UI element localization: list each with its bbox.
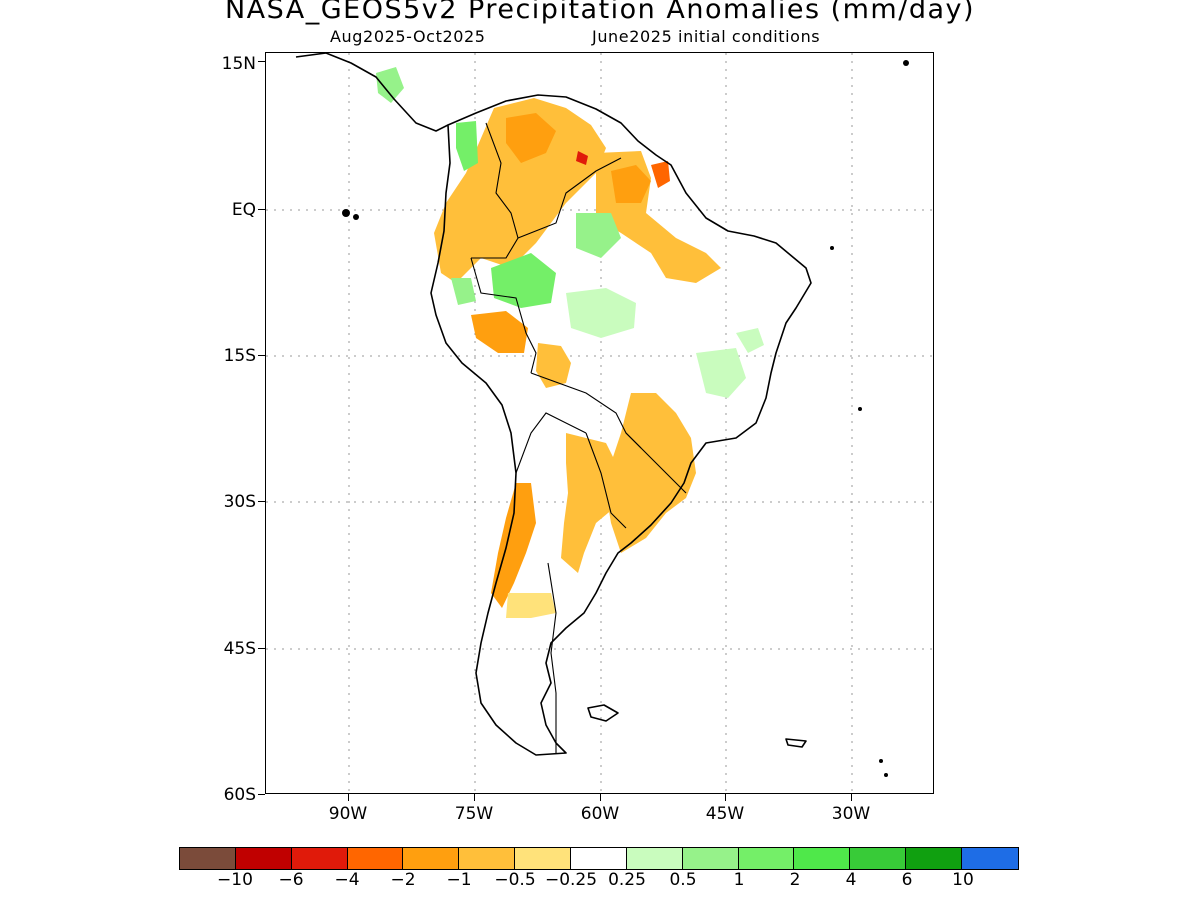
colorbar [179,847,1019,870]
lon-tick [474,794,475,801]
colorbar-swatch [571,848,627,869]
dry-anomaly-patagonia [506,593,556,618]
colorbar-label: −0.25 [544,870,598,890]
wet-anomaly-ecuador-peru [451,278,476,305]
dry-anomaly-guianas-core [611,165,651,203]
colorbar-swatch [180,848,236,869]
dry-anomaly-chile-coast [491,483,536,608]
lat-tick [258,794,265,795]
colorbar-label: 10 [952,870,974,890]
dry-anomaly-paraguay-brazil [606,393,696,553]
colorbar-label: −6 [278,870,304,890]
colorbar-label: 0.25 [608,870,646,890]
lon-tick [600,794,601,801]
south-america-coast [430,94,812,756]
lat-tick [258,501,265,502]
lat-label-eq: EQ [231,200,256,220]
initial-conditions: June2025 initial conditions [592,27,821,46]
central-america-coast [295,53,449,132]
dry-anomaly-colombia-venezuela [506,113,556,163]
colorbar-label: 2 [789,870,801,890]
colorbar-swatch [515,848,572,869]
lon-tick [725,794,726,801]
wet-anomaly-areas [376,67,764,398]
south-georgia [785,738,807,748]
lat-tick [258,648,265,649]
colorbar-label: −10 [217,870,253,890]
wet-anomaly-southern-amazon [566,288,636,338]
wet-anomaly-northeast-brazil [736,328,764,353]
wet-anomaly-east-brazil [696,348,746,398]
colorbar-label: −2 [390,870,416,890]
dry-anomaly-peru-bolivia [471,311,528,353]
map-panel [265,52,934,794]
lat-label-45s: 45S [223,639,256,659]
dry-anomaly-french-guiana [651,161,670,188]
lat-label-30s: 30S [223,492,256,512]
lon-label-90w: 90W [328,804,368,824]
precipitation-map [266,53,933,793]
colorbar-swatch [626,848,683,869]
colorbar-swatch [738,848,795,869]
colorbar-label: −0.5 [494,870,536,890]
colorbar-swatch [850,848,907,869]
colorbar-swatch [459,848,516,869]
lon-label-30w: 30W [831,804,871,824]
colorbar-swatch [347,848,404,869]
colorbar-swatch [682,848,739,869]
colorbar-swatch [403,848,460,869]
lon-tick [851,794,852,801]
dry-anomaly-argentina [561,433,621,573]
colorbar-label: −4 [334,870,360,890]
colorbar-swatch [291,848,348,869]
wet-anomaly-central-america [376,67,404,103]
islands [342,60,909,777]
lat-tick [258,209,265,210]
dry-anomaly-areas [434,98,721,618]
colorbar-label: −1 [446,870,472,890]
lat-label-60s: 60S [223,785,256,805]
country-borders [470,122,687,753]
wet-anomaly-central-amazon [576,213,621,258]
lon-label-45w: 45W [705,804,745,824]
dry-anomaly-northwest [434,98,606,283]
lat-tick [258,61,265,62]
colorbar-swatch [906,848,963,869]
dry-anomaly-bolivia [536,343,571,388]
lon-label-75w: 75W [454,804,494,824]
colorbar-label: 0.5 [669,870,697,890]
colorbar-swatch [794,848,851,869]
falkland-islands [587,704,619,722]
map-title: NASA_GEOS5v2 Precipitation Anomalies (mm… [224,0,976,25]
colorbar-label: 6 [901,870,913,890]
forecast-period: Aug2025-Oct2025 [330,27,486,46]
lat-tick [258,355,265,356]
colorbar-swatch [962,848,1018,869]
lat-label-15n: 15N [221,54,256,74]
lat-label-15s: 15S [223,346,256,366]
lon-label-60w: 60W [580,804,620,824]
colorbar-swatch [235,848,292,869]
wet-anomaly-colombia-coast [456,121,478,171]
lon-tick [348,794,349,801]
colorbar-label: 1 [733,870,745,890]
colorbar-label: 4 [845,870,857,890]
dry-anomaly-guyana-peak [576,151,588,165]
wet-anomaly-western-amazon [491,253,556,308]
coastlines [295,53,812,756]
